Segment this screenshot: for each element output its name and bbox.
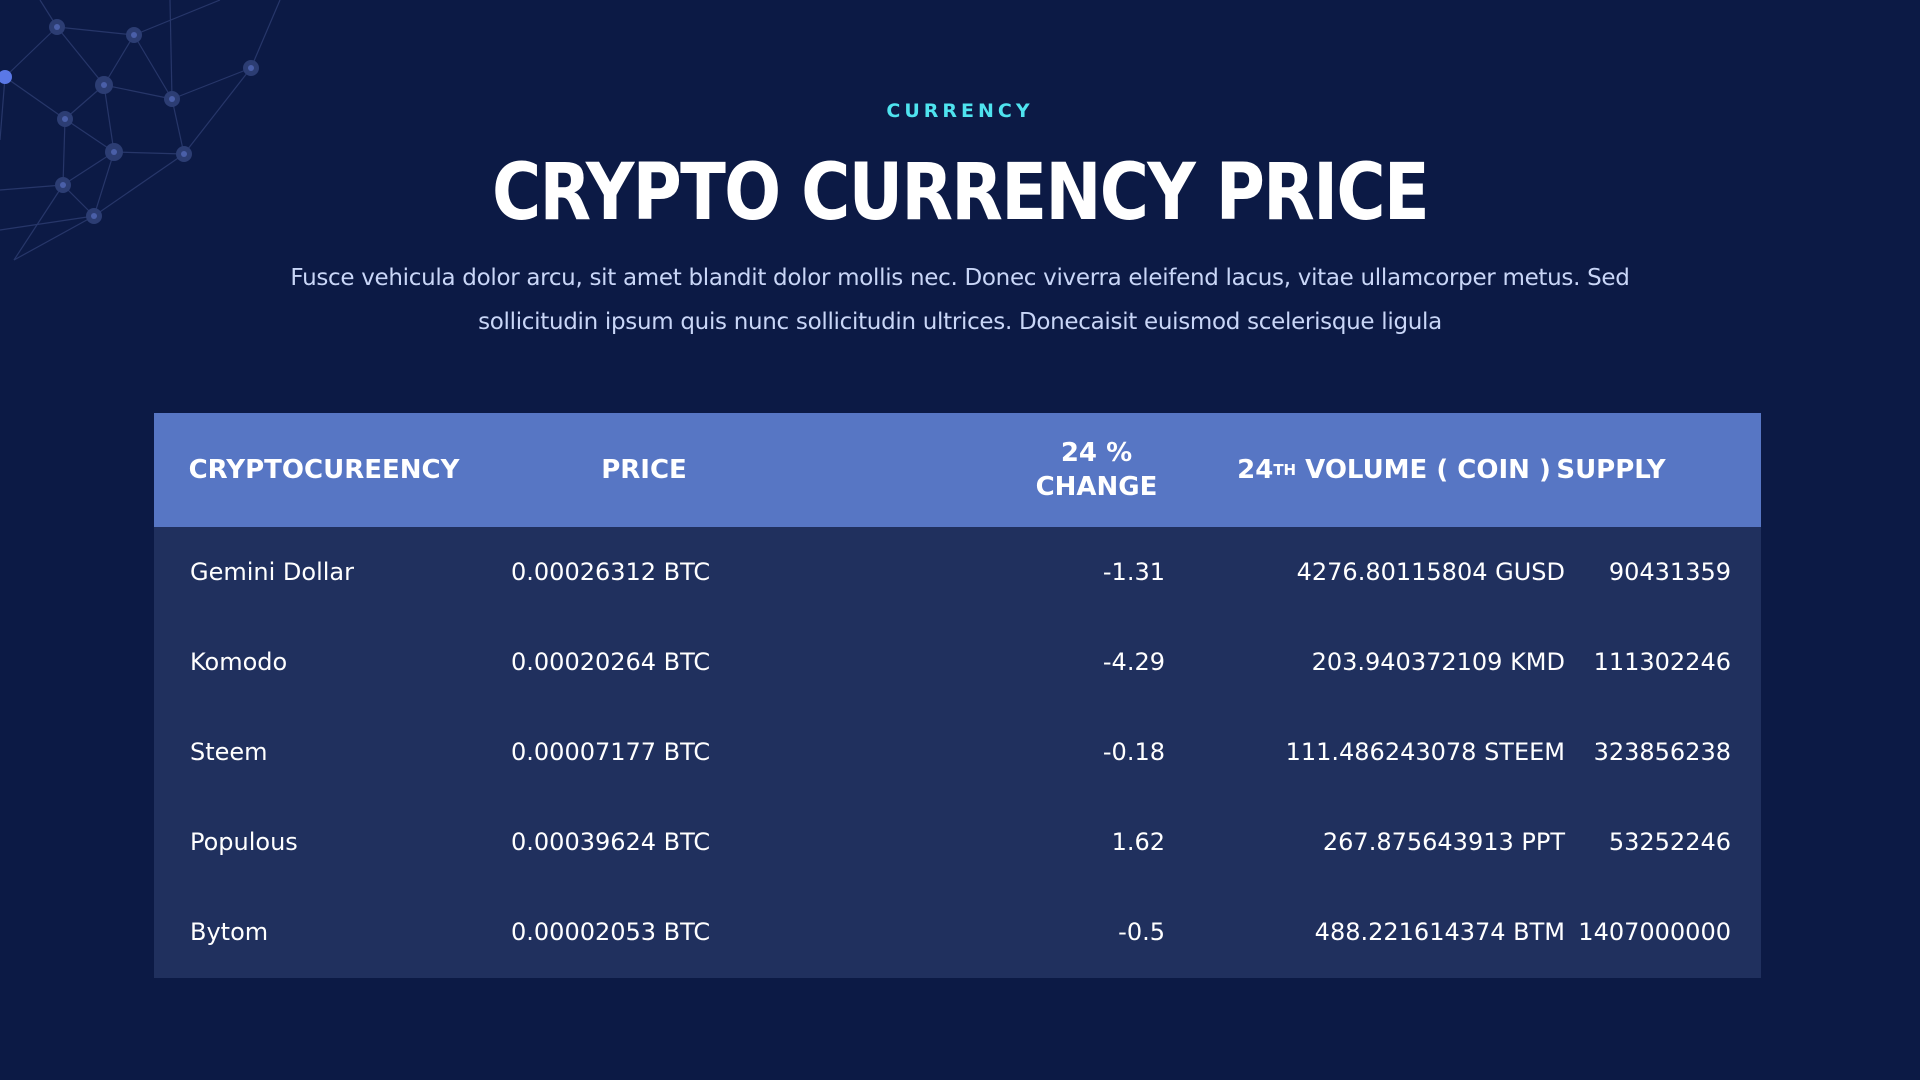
- table-row: Steem 0.00007177 BTC -0.18 111.486243078…: [154, 707, 1761, 797]
- section-eyebrow: CURRENCY: [886, 100, 1034, 122]
- cell-volume: 111.486243078 STEEM: [1285, 738, 1565, 766]
- cell-supply: 53252246: [1608, 828, 1731, 856]
- cell-price: 0.00007177 BTC: [511, 738, 711, 766]
- column-header-change: 24 % CHANGE: [954, 413, 1239, 527]
- cell-name: Komodo: [190, 648, 288, 676]
- cell-volume: 267.875643913 PPT: [1322, 828, 1565, 856]
- cell-volume: 4276.80115804 GUSD: [1296, 558, 1565, 586]
- volume-header-prefix: 24: [1237, 455, 1274, 485]
- cell-name: Steem: [190, 738, 268, 766]
- cell-volume: 488.221614374 BTM: [1314, 918, 1565, 946]
- crypto-price-table: CRYPTOCUREENCY PRICE 24 % CHANGE 24 TH VO…: [154, 413, 1761, 978]
- cell-price: 0.00026312 BTC: [511, 558, 711, 586]
- change-header-line-2: CHANGE: [1035, 472, 1158, 502]
- column-header-supply: SUPPLY: [1556, 455, 1666, 485]
- page-title: CRYPTO CURRENCY PRICE: [492, 148, 1430, 238]
- cell-supply: 1407000000: [1578, 918, 1731, 946]
- cell-name: Bytom: [190, 918, 269, 946]
- cell-name: Populous: [190, 828, 298, 856]
- column-header-cryptocurrency: CRYPTOCUREENCY: [188, 455, 460, 485]
- change-header-line-1: 24 %: [1060, 438, 1133, 468]
- column-header-volume: 24 TH VOLUME ( COIN ): [1237, 455, 1551, 485]
- network-decoration: [0, 0, 281, 261]
- table-row: Bytom 0.00002053 BTC -0.5 488.221614374 …: [154, 887, 1761, 977]
- cell-volume: 203.940372109 KMD: [1311, 648, 1565, 676]
- cell-supply: 111302246: [1593, 648, 1731, 676]
- cell-change: -0.18: [1102, 738, 1165, 766]
- cell-change: 1.62: [1111, 828, 1165, 856]
- cell-name: Gemini Dollar: [190, 558, 354, 586]
- column-header-price: PRICE: [601, 455, 687, 485]
- table-row: Gemini Dollar 0.00026312 BTC -1.31 4276.…: [154, 527, 1761, 617]
- table-header-row: CRYPTOCUREENCY PRICE 24 % CHANGE 24 TH VO…: [154, 413, 1761, 527]
- table-row: Populous 0.00039624 BTC 1.62 267.8756439…: [154, 797, 1761, 887]
- cell-price: 0.00020264 BTC: [511, 648, 711, 676]
- table-row: Komodo 0.00020264 BTC -4.29 203.94037210…: [154, 617, 1761, 707]
- cell-supply: 90431359: [1608, 558, 1731, 586]
- volume-header-suffix: VOLUME ( COIN ): [1296, 455, 1551, 485]
- cell-supply: 323856238: [1593, 738, 1731, 766]
- subtitle-line-1: Fusce vehicula dolor arcu, sit amet blan…: [290, 265, 1630, 291]
- cell-price: 0.00039624 BTC: [511, 828, 711, 856]
- cell-price: 0.00002053 BTC: [511, 918, 711, 946]
- page-subtitle: Fusce vehicula dolor arcu, sit amet blan…: [280, 256, 1640, 344]
- cell-change: -1.31: [1102, 558, 1165, 586]
- subtitle-line-2: sollicitudin ipsum quis nunc sollicitudi…: [478, 309, 1442, 335]
- cell-change: -4.29: [1102, 648, 1165, 676]
- cell-change: -0.5: [1118, 918, 1165, 946]
